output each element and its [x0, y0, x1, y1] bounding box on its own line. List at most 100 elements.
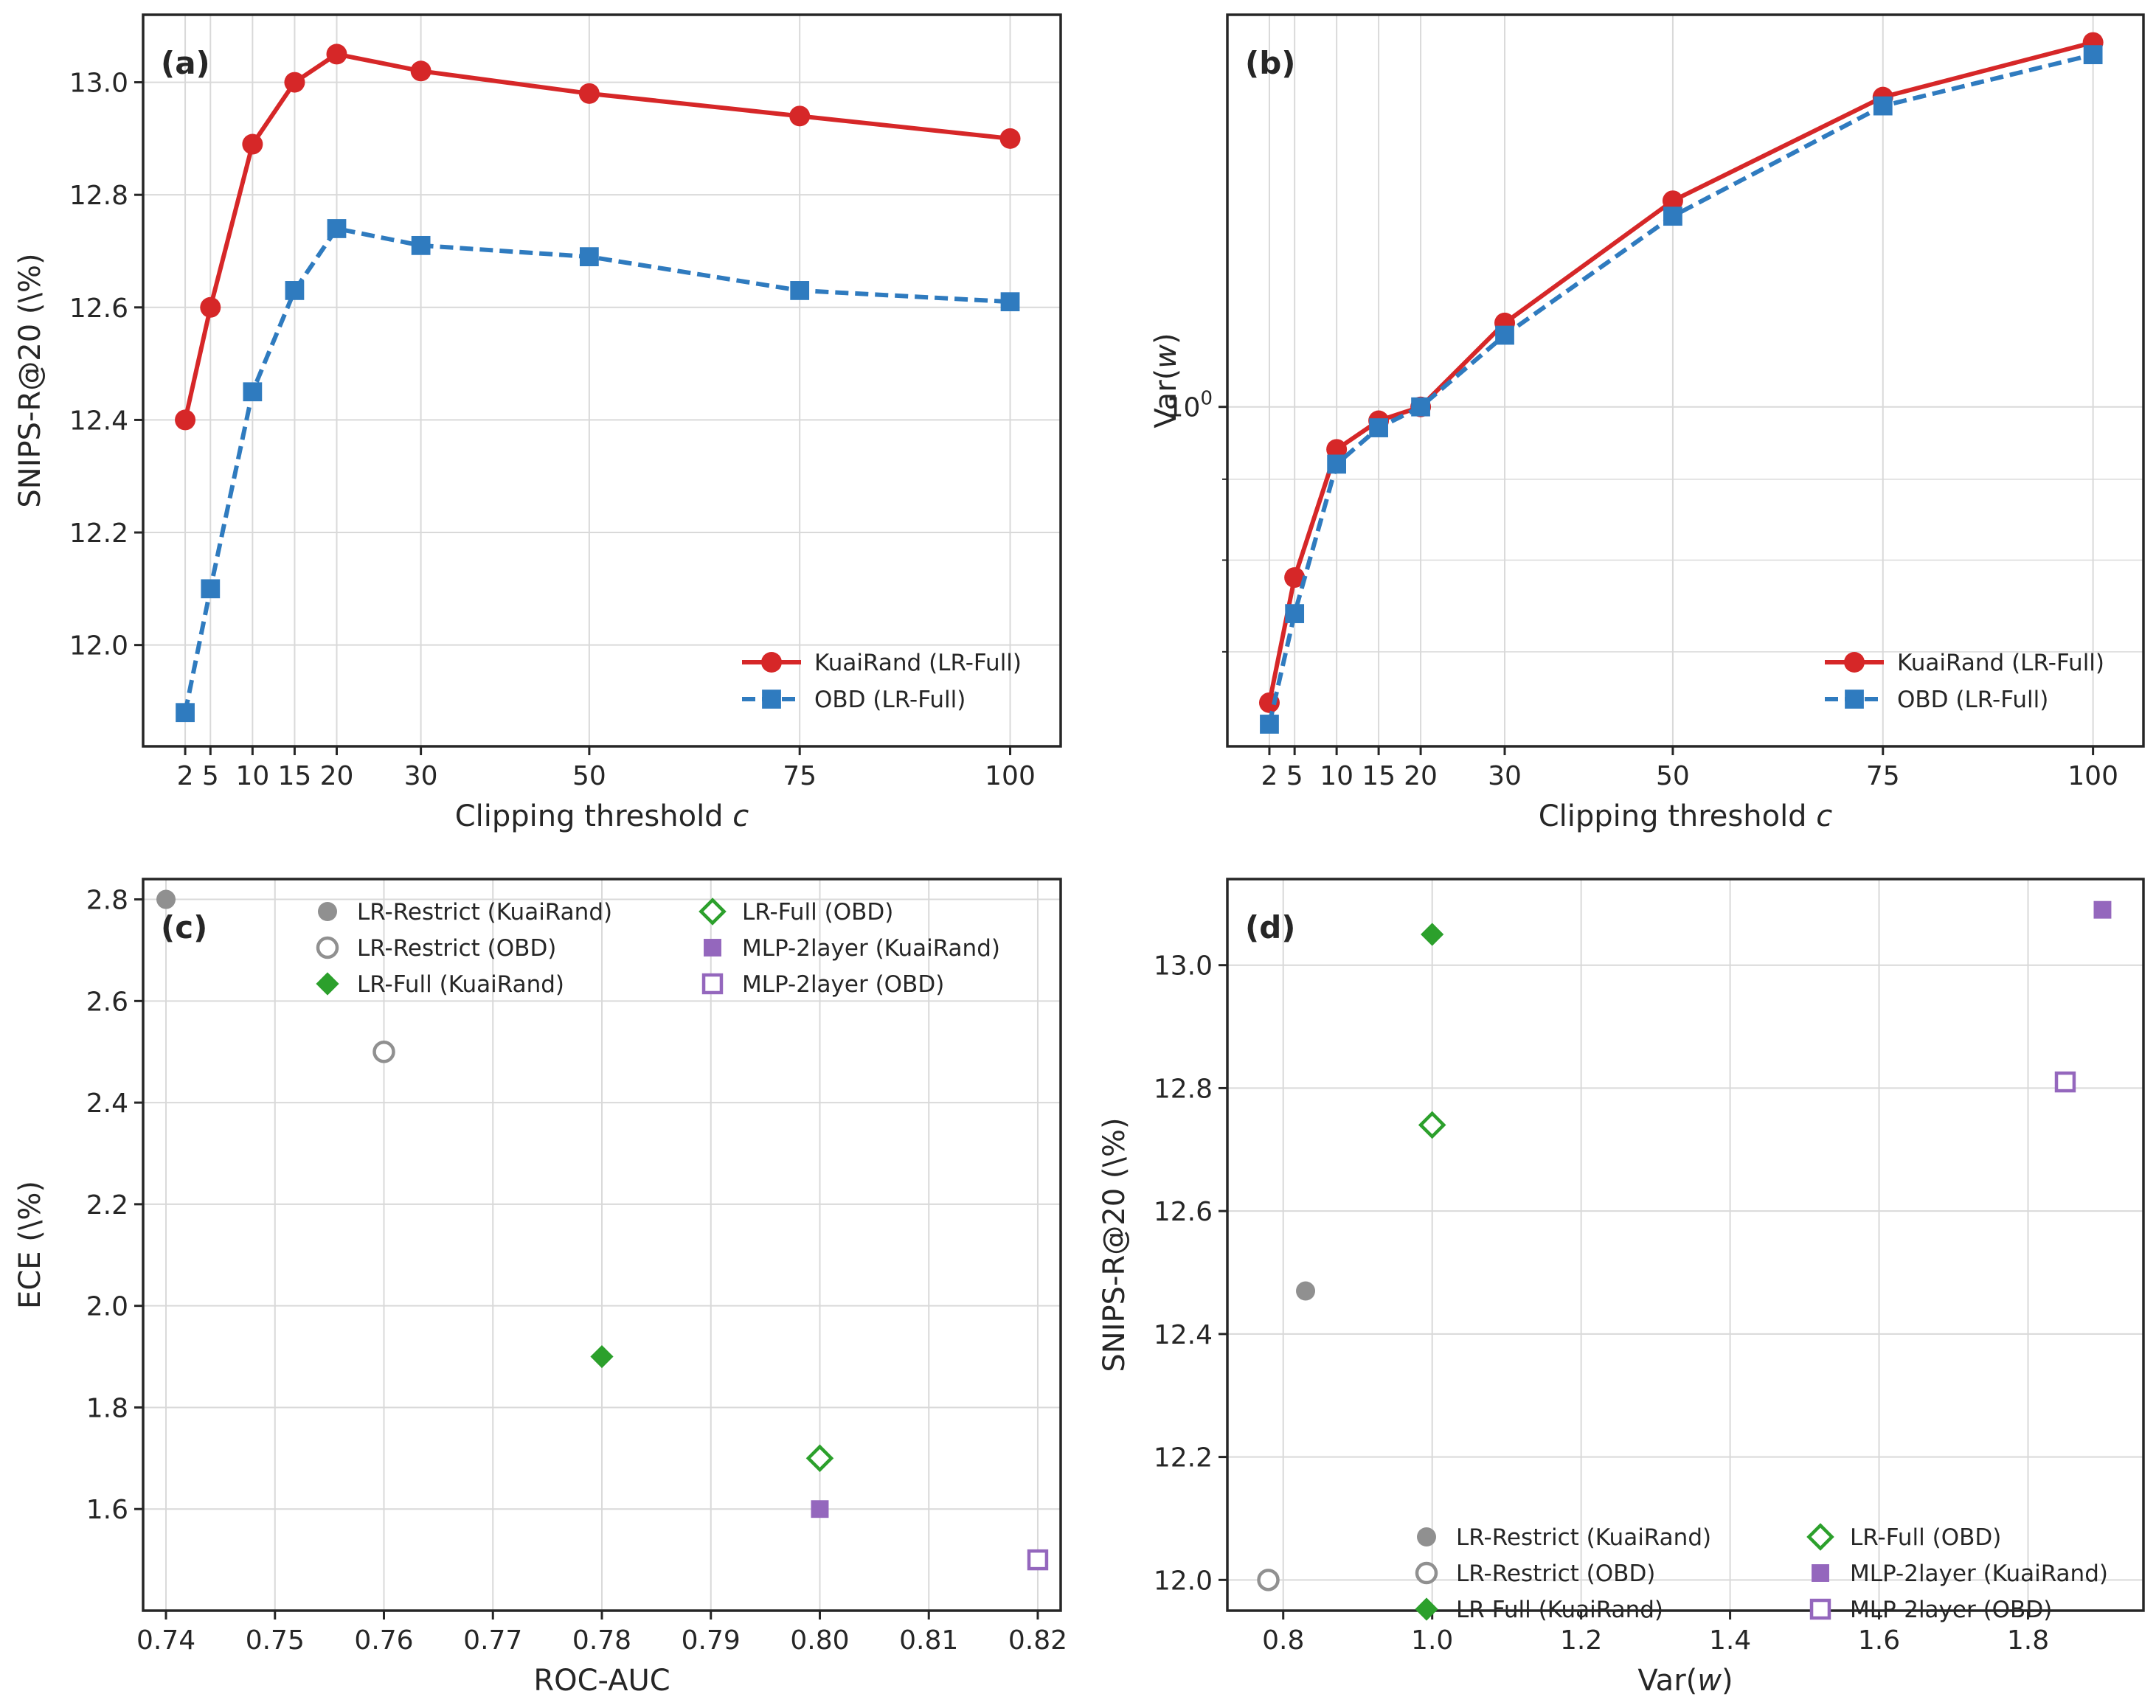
data-point: [1285, 604, 1305, 623]
legend-marker: [318, 902, 337, 921]
x-tick-label: 5: [1286, 761, 1303, 791]
legend-marker: [1845, 690, 1864, 709]
data-point: [1284, 567, 1306, 589]
x-axis-label: Clipping threshold c: [1539, 799, 1833, 833]
legend-marker: [1415, 1561, 1438, 1585]
data-point: [372, 1040, 395, 1063]
data-point: [242, 133, 263, 155]
y-axis-label: SNIPS-R@20 (\%): [13, 253, 47, 507]
y-tick-label: 13.0: [69, 69, 128, 99]
legend-label: OBD (LR-Full): [1897, 687, 2048, 713]
panel-b: 2 5 10 15 20 30 50 75 100 100 Clipping threshold c…: [1149, 13, 2145, 833]
legend-label: OBD (LR-Full): [814, 687, 966, 713]
legend-marker: [1809, 1598, 1831, 1620]
y-tick-label: 13.0: [1154, 951, 1213, 982]
data-point: [578, 83, 600, 104]
series-line-0: [1267, 40, 2094, 704]
data-point: [1027, 1549, 1049, 1571]
data-point: [201, 579, 221, 599]
legend-marker: [761, 652, 782, 673]
plot-frame: [142, 13, 1062, 748]
legend-label: MLP-2layer (KuaiRand): [1850, 1561, 2108, 1587]
data-point: [1418, 1111, 1446, 1139]
legend-label: LR-Restrict (KuaiRand): [1456, 1524, 1711, 1551]
legend-label: LR-Restrict (KuaiRand): [357, 899, 612, 926]
y-tick-label: 12.6: [1154, 1197, 1213, 1227]
legend-label: KuaiRand (LR-Full): [1897, 650, 2104, 676]
x-tick-label: 0.79: [682, 1625, 741, 1656]
legend-marker: [1844, 652, 1865, 673]
legend-label: KuaiRand (LR-Full): [814, 650, 1022, 676]
data-point: [590, 1344, 614, 1369]
legend-label: LR-Full (KuaiRand): [1456, 1597, 1663, 1623]
legend-label: LR-Full (KuaiRand): [357, 971, 564, 998]
legend-label: LR-Full (OBD): [1850, 1524, 2001, 1551]
y-tick-label: 2.0: [86, 1292, 128, 1322]
data-point: [1000, 292, 1020, 312]
legend-marker: [1806, 1523, 1834, 1551]
y-tick-label: 12.8: [1154, 1074, 1213, 1104]
y-tick-label: 12.6: [69, 294, 128, 324]
x-tick-label: 75: [783, 761, 817, 791]
legend-label: MLP-2layer (OBD): [1850, 1597, 2052, 1623]
y-tick-label: 12.4: [1154, 1320, 1213, 1350]
x-tick-label: 0.81: [899, 1625, 958, 1656]
legend-label: LR-Restrict (OBD): [1456, 1561, 1655, 1587]
y-tick-label: 12.2: [1154, 1443, 1213, 1473]
legend-marker: [1812, 1564, 1829, 1582]
y-axis-label: ECE (\%): [13, 1181, 47, 1309]
x-tick-label: 1.6: [1858, 1625, 1900, 1656]
legend-marker: [1417, 1527, 1436, 1546]
y-axis-label: SNIPS-R@20 (\%): [1098, 1117, 1131, 1372]
data-point: [175, 409, 196, 431]
legend-marker: [316, 936, 339, 959]
data-point: [1296, 1281, 1316, 1301]
data-point: [1257, 1569, 1280, 1591]
data-point: [580, 247, 599, 267]
x-tick-label: 100: [2067, 761, 2118, 791]
data-point: [2054, 1071, 2076, 1093]
x-tick-label: 10: [235, 761, 269, 791]
panel-label: (a): [161, 45, 210, 81]
data-point: [327, 219, 347, 238]
data-point: [999, 128, 1021, 149]
data-point: [1411, 397, 1430, 417]
x-tick-label: 30: [404, 761, 438, 791]
x-tick-label: 75: [1866, 761, 1900, 791]
legend-label: MLP-2layer (OBD): [742, 971, 944, 998]
data-point: [411, 235, 431, 255]
data-point: [284, 72, 305, 93]
x-axis-label: ROC-AUC: [533, 1664, 670, 1698]
panel-label: (b): [1245, 45, 1295, 81]
x-tick-label: 0.77: [463, 1625, 522, 1656]
x-tick-label: 0.78: [572, 1625, 631, 1656]
x-tick-label: 0.8: [1262, 1625, 1304, 1656]
data-point: [1369, 418, 1388, 437]
x-tick-label: 15: [1362, 761, 1396, 791]
x-tick-label: 0.80: [790, 1625, 849, 1656]
data-point: [2093, 900, 2112, 919]
legend-marker: [316, 972, 339, 996]
x-tick-label: 50: [1656, 761, 1690, 791]
plot-frame: [1226, 13, 2145, 748]
x-tick-label: 1.4: [1709, 1625, 1751, 1656]
x-tick-label: 10: [1320, 761, 1353, 791]
x-tick-label: 1.2: [1560, 1625, 1602, 1656]
x-tick-label: 15: [278, 761, 312, 791]
x-tick-label: 2: [177, 761, 194, 791]
x-tick-label: 20: [320, 761, 354, 791]
data-point: [200, 296, 221, 318]
x-tick-label: 100: [985, 761, 1036, 791]
y-tick-label: 12.4: [69, 406, 128, 436]
legend-label: MLP-2layer (KuaiRand): [742, 935, 1000, 962]
panel-label: (c): [161, 909, 207, 945]
data-point: [1327, 454, 1347, 474]
data-point: [1260, 715, 1279, 734]
legend-label: LR-Full (OBD): [742, 899, 893, 926]
x-tick-label: 50: [572, 761, 606, 791]
x-tick-label: 0.82: [1008, 1625, 1067, 1656]
y-tick-label: 12.8: [69, 181, 128, 211]
legend-marker: [762, 690, 781, 709]
legend-marker: [699, 898, 727, 926]
panel-label: (d): [1245, 909, 1295, 945]
